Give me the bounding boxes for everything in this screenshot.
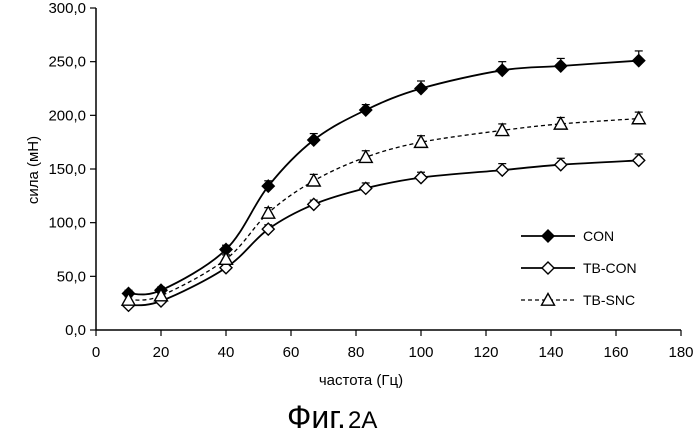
series-tb-con [121,153,646,313]
legend-label-tb-snc: TB-SNC [583,292,635,308]
x-tick-label: 0 [92,344,100,361]
caption-main: Фиг. [287,399,346,435]
series-area [120,50,647,313]
y-tick-label: 250,0 [48,54,86,71]
x-tick-label: 40 [218,344,235,361]
data-point-tb-con [414,170,428,185]
x-axis-title: частота (Гц) [319,372,403,389]
data-point-tb-con [631,153,646,168]
legend-item-con: CON [521,228,614,244]
legend-marker-tb-con [541,261,555,275]
x-tick-label: 160 [603,344,628,361]
figure-caption: Фиг. 2A [287,399,377,435]
series-line-tb-snc [128,117,639,301]
data-point-con [631,53,646,68]
data-point-tb-con [358,181,373,196]
y-axis-title: сила (мН) [25,136,42,204]
x-tick-label: 80 [348,344,365,361]
data-point-tb-con [306,197,321,212]
data-point-tb-con [495,163,510,178]
series-line-tb-con [128,159,639,307]
data-point-tb-snc [553,115,569,130]
y-tick-label: 0,0 [65,322,86,339]
legend-item-tb-con: TB-CON [521,260,637,276]
y-tick-label: 150,0 [48,161,86,178]
x-tick-label: 180 [668,344,693,361]
y-tick-label: 200,0 [48,107,86,124]
data-point-con [358,102,373,117]
x-tick-label: 120 [473,344,498,361]
y-tick-label: 300,0 [48,0,86,17]
legend-label-con: CON [583,228,614,244]
series-tb-snc [120,110,647,306]
caption-suffix: 2A [348,407,377,434]
legend: CON TB-CON TB-SNC [521,228,637,308]
data-point-tb-snc [120,292,137,306]
series-line-con [128,59,639,296]
data-point-tb-snc [260,205,276,219]
data-point-tb-snc [413,134,429,149]
x-tick-label: 20 [153,344,170,361]
axes [95,8,681,331]
x-tick-label: 140 [538,344,563,361]
data-point-tb-con [261,222,276,237]
data-point-tb-snc [218,251,234,266]
series-con [121,50,646,301]
legend-marker-con [541,229,555,243]
data-point-tb-snc [494,122,510,137]
x-tick-label: 100 [408,344,433,361]
y-tick-label: 100,0 [48,215,86,232]
axis-ticks: 0,0 50,0 100,0 150,0 200,0 250,0 300,0 0 20 40 60 8… [48,0,693,361]
data-point-tb-snc [306,172,322,187]
data-point-tb-con [553,157,568,172]
legend-marker-tb-snc [540,292,556,306]
data-point-con [495,63,510,78]
data-point-tb-snc [153,287,169,302]
legend-item-tb-snc: TB-SNC [521,292,635,308]
data-point-tb-snc [631,110,647,125]
data-point-con [261,179,276,194]
legend-label-tb-con: TB-CON [583,260,637,276]
data-point-con [414,81,428,96]
y-tick-label: 50,0 [57,268,86,285]
data-point-con [306,133,321,148]
data-point-tb-snc [358,149,374,164]
data-point-con [553,58,568,73]
x-tick-label: 60 [283,344,300,361]
